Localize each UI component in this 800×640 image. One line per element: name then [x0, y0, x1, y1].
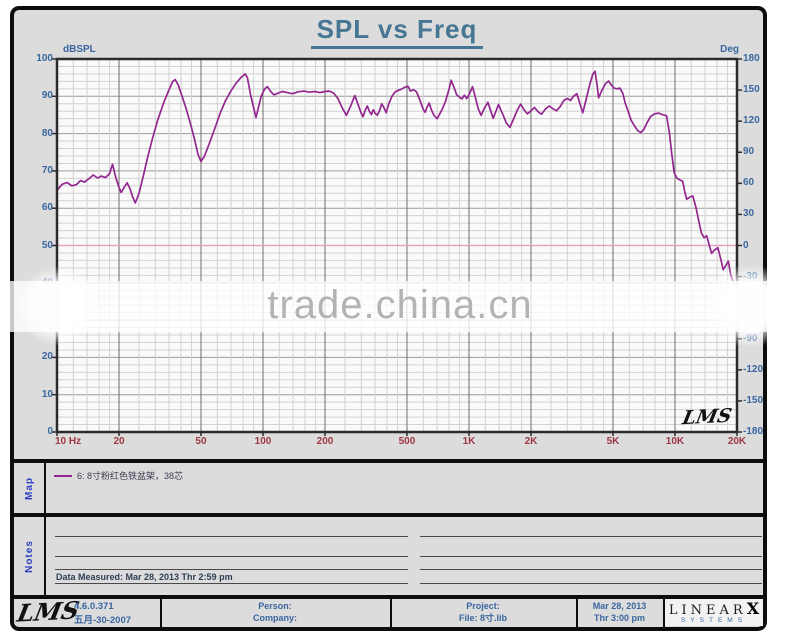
y-left-tick: 20: [41, 351, 53, 363]
divider: [44, 517, 46, 595]
y-left-tick: 0: [47, 426, 53, 437]
chart-canvas: [52, 57, 742, 436]
notes-label-text: Notes: [23, 539, 35, 573]
lms-logo: LMS: [14, 595, 82, 628]
x-tick: 200: [316, 436, 334, 447]
watermark-blob: [704, 264, 794, 348]
note-rule-line: [420, 536, 762, 537]
divider: [44, 463, 46, 513]
linearx-logo: LINEARX SYSTEMS: [665, 599, 763, 626]
note-rule-line: [55, 569, 408, 570]
note-rule-line: [420, 583, 762, 584]
note-rule-line: [420, 569, 762, 570]
y-right-tick: 60: [743, 177, 755, 189]
watermark-text: trade.china.cn: [267, 283, 533, 327]
file-label: File: 8寸.lib: [458, 613, 507, 623]
data-measured-text: Data Measured: Mar 28, 2013 Thr 2:59 pm: [56, 572, 233, 582]
note-rule-line: [55, 556, 408, 557]
watermark-band: [0, 281, 800, 332]
y-right-tick: -150: [743, 394, 764, 406]
note-rule-line: [55, 583, 408, 584]
footer-time: Thr 3:00 pm: [593, 613, 645, 623]
y-right-tick: 30: [743, 208, 755, 220]
chart-title: SPL vs Freq: [57, 14, 737, 49]
footer-date: Mar 28, 2013: [592, 601, 647, 611]
lms-plot-watermark: LMS: [680, 404, 734, 430]
x-tick: 10K: [665, 436, 685, 447]
linear-text: LINEAR: [668, 603, 747, 618]
y-right-tick: 120: [743, 115, 760, 127]
person-company-cell: Person: Company:: [162, 600, 388, 624]
x-tick: 20K: [727, 436, 747, 447]
divider: [160, 599, 162, 627]
x-tick: 100: [254, 436, 272, 447]
y-right-tick: 180: [743, 53, 760, 64]
divider: [663, 599, 665, 627]
divider: [12, 459, 765, 463]
person-label: Person:: [258, 601, 292, 611]
note-rule-line: [420, 556, 762, 557]
x-tick: 10 Hz: [55, 436, 82, 447]
y-right-tick: -180: [743, 426, 764, 437]
project-file-cell: Project: File: 8寸.lib: [392, 600, 574, 624]
y-left-tick: 80: [41, 127, 53, 139]
x-tick: 50: [195, 436, 207, 447]
x-tick: 500: [398, 436, 416, 447]
company-label: Company:: [252, 613, 297, 623]
y-left-tick: 100: [36, 53, 53, 64]
x-tick: 20: [113, 436, 125, 447]
y-left-tick: 10: [41, 388, 53, 400]
y-right-axis-label: Deg: [720, 44, 739, 55]
x-tick: 1K: [462, 436, 476, 447]
y-right-tick: 0: [743, 239, 749, 251]
x-mark: X: [746, 599, 760, 618]
legend-line-swatch: [54, 475, 72, 477]
x-tick: 5K: [606, 436, 620, 447]
note-rule-line: [55, 536, 408, 537]
app-version-date: 五月-30-2007: [74, 615, 132, 626]
divider: [390, 599, 392, 627]
y-left-tick: 90: [41, 90, 53, 102]
map-label-text: Map: [23, 476, 35, 500]
notes-section-label: Notes: [14, 517, 44, 595]
y-left-tick: 70: [41, 164, 53, 176]
y-right-tick: 90: [743, 146, 755, 158]
watermark-blob: [16, 266, 100, 346]
chart-title-text: SPL vs Freq: [310, 14, 484, 49]
y-left-axis-label: dBSPL: [63, 44, 96, 55]
y-right-tick: 150: [743, 84, 760, 96]
plot-area: dBSPL Deg 100908070605040302010018015012…: [36, 44, 763, 447]
y-left-tick: 60: [41, 202, 53, 214]
linearx-wordmark: LINEARX: [665, 599, 763, 618]
y-right-tick: -120: [743, 363, 764, 375]
x-tick: 2K: [524, 436, 538, 447]
date-time-cell: Mar 28, 2013 Thr 3:00 pm: [578, 600, 661, 624]
divider: [12, 513, 765, 517]
systems-text: SYSTEMS: [680, 617, 748, 624]
divider: [12, 595, 765, 599]
legend-item: 6: 8寸粉红色铁盆架，38芯: [77, 471, 184, 481]
project-label: Project:: [466, 601, 500, 611]
y-left-tick: 50: [41, 239, 53, 251]
divider: [576, 599, 578, 627]
map-section-label: Map: [14, 463, 44, 513]
app-version: 4.6.0.371: [74, 601, 114, 612]
